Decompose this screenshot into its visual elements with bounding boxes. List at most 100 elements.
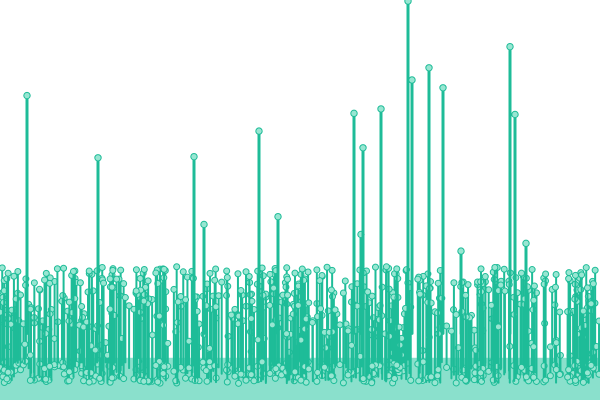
lollipop-marker <box>344 327 352 335</box>
lollipop-marker <box>4 269 12 277</box>
lollipop-marker <box>414 275 422 283</box>
lollipop-marker <box>234 270 242 278</box>
lollipop-marker <box>173 263 181 271</box>
lollipop-base-marker <box>443 363 451 371</box>
lollipop-marker <box>144 277 152 285</box>
lollipop-marker <box>341 277 349 285</box>
lollipop-marker <box>212 303 220 311</box>
dense-lollipop-cluster <box>0 263 600 387</box>
lollipop-marker <box>327 286 335 294</box>
lollipop-marker <box>106 275 114 283</box>
lollipop-base-marker <box>235 379 243 387</box>
lollipop-marker <box>211 276 219 284</box>
lollipop-marker <box>42 269 50 277</box>
lollipop-base-marker <box>85 378 93 386</box>
lollipop-marker <box>227 311 235 319</box>
peak-marker-8 <box>359 144 367 152</box>
lollipop-marker <box>284 291 292 299</box>
lollipop-base-marker <box>339 379 347 387</box>
lollipop-base-marker <box>3 375 11 383</box>
lollipop-marker <box>242 268 250 276</box>
lollipop-marker <box>328 266 336 274</box>
lollipop-marker <box>60 264 68 272</box>
lollipop-base-marker <box>393 361 401 369</box>
lollipop-marker <box>552 339 560 347</box>
lollipop-marker <box>322 344 330 352</box>
lollipop-marker <box>530 282 538 290</box>
lollipop-marker <box>266 270 274 278</box>
lollipop-base-marker <box>231 372 239 380</box>
lollipop-base-marker <box>271 374 279 382</box>
lollipop-base-marker <box>336 361 344 369</box>
lollipop-base-marker <box>266 370 274 378</box>
lollipop-base-marker <box>320 363 328 371</box>
lollipop-base-marker <box>154 378 162 386</box>
lollipop-base-marker <box>415 377 423 385</box>
lollipop-marker <box>316 277 324 285</box>
lollipop-marker <box>501 287 509 295</box>
lollipop-marker <box>477 265 485 273</box>
lollipop-marker <box>393 265 401 273</box>
lollipop-base-marker <box>242 376 250 384</box>
lollipop-marker <box>254 336 262 344</box>
lollipop-marker <box>78 303 86 311</box>
lollipop-base-marker <box>313 377 321 385</box>
lollipop-base-marker <box>170 367 178 375</box>
lollipop-base-marker <box>470 376 478 384</box>
peak-marker-17 <box>522 239 530 248</box>
lollipop-marker <box>155 312 163 320</box>
lollipop-marker <box>14 268 22 276</box>
peak-lollipops <box>23 0 530 335</box>
lollipop-marker <box>583 284 591 292</box>
lollipop-marker <box>481 273 489 281</box>
lollipop-base-marker <box>120 375 128 383</box>
lollipop-base-marker <box>595 370 600 378</box>
lollipop-marker <box>218 278 226 286</box>
peak-marker-10 <box>404 0 412 5</box>
lollipop-base-marker <box>391 375 399 383</box>
lollipop-marker <box>21 340 29 348</box>
lollipop-marker <box>348 341 356 349</box>
lollipop-base-marker <box>199 358 207 366</box>
lollipop-base-marker <box>46 362 54 370</box>
lollipop-marker <box>579 307 587 315</box>
lollipop-marker <box>212 265 220 273</box>
lollipop-base-marker <box>546 372 554 380</box>
lollipop-base-marker <box>407 376 415 384</box>
lollipop-marker <box>266 301 274 309</box>
lollipop-marker <box>164 339 172 347</box>
lollipop-marker <box>450 279 458 287</box>
lollipop-marker <box>452 311 460 319</box>
lollipop-marker <box>283 330 291 338</box>
lollipop-base-marker <box>431 379 439 387</box>
lollipop-marker <box>587 300 595 308</box>
lollipop-base-marker <box>291 368 299 376</box>
lollipop-marker <box>434 279 442 287</box>
lollipop-marker <box>65 298 73 306</box>
lollipop-marker <box>223 267 231 275</box>
lollipop-base-marker <box>434 366 442 374</box>
lollipop-base-marker <box>556 371 564 379</box>
lollipop-marker <box>542 270 550 278</box>
lollipop-base-marker <box>272 365 280 373</box>
lollipop-marker <box>270 284 278 292</box>
lollipop-base-marker <box>517 363 525 371</box>
lollipop-base-marker <box>314 368 322 376</box>
lollipop-base-marker <box>185 364 193 372</box>
lollipop-marker <box>447 327 455 335</box>
lollipop-base-marker <box>26 376 34 384</box>
lollipop-marker <box>530 343 538 351</box>
lollipop-marker <box>416 290 424 298</box>
lollipop-marker <box>294 301 302 309</box>
lollipop-marker <box>91 346 99 354</box>
lollipop-base-marker <box>462 376 470 384</box>
lollipop-marker <box>117 266 125 274</box>
lollipop-marker <box>132 266 140 274</box>
lollipop-marker <box>517 269 525 277</box>
lollipop-base-marker <box>522 373 530 381</box>
lollipop-base-marker <box>160 363 168 371</box>
lollipop-marker <box>160 265 168 273</box>
lollipop-marker <box>109 266 117 274</box>
lollipop-base-marker <box>359 375 367 383</box>
lollipop-marker <box>382 263 390 271</box>
